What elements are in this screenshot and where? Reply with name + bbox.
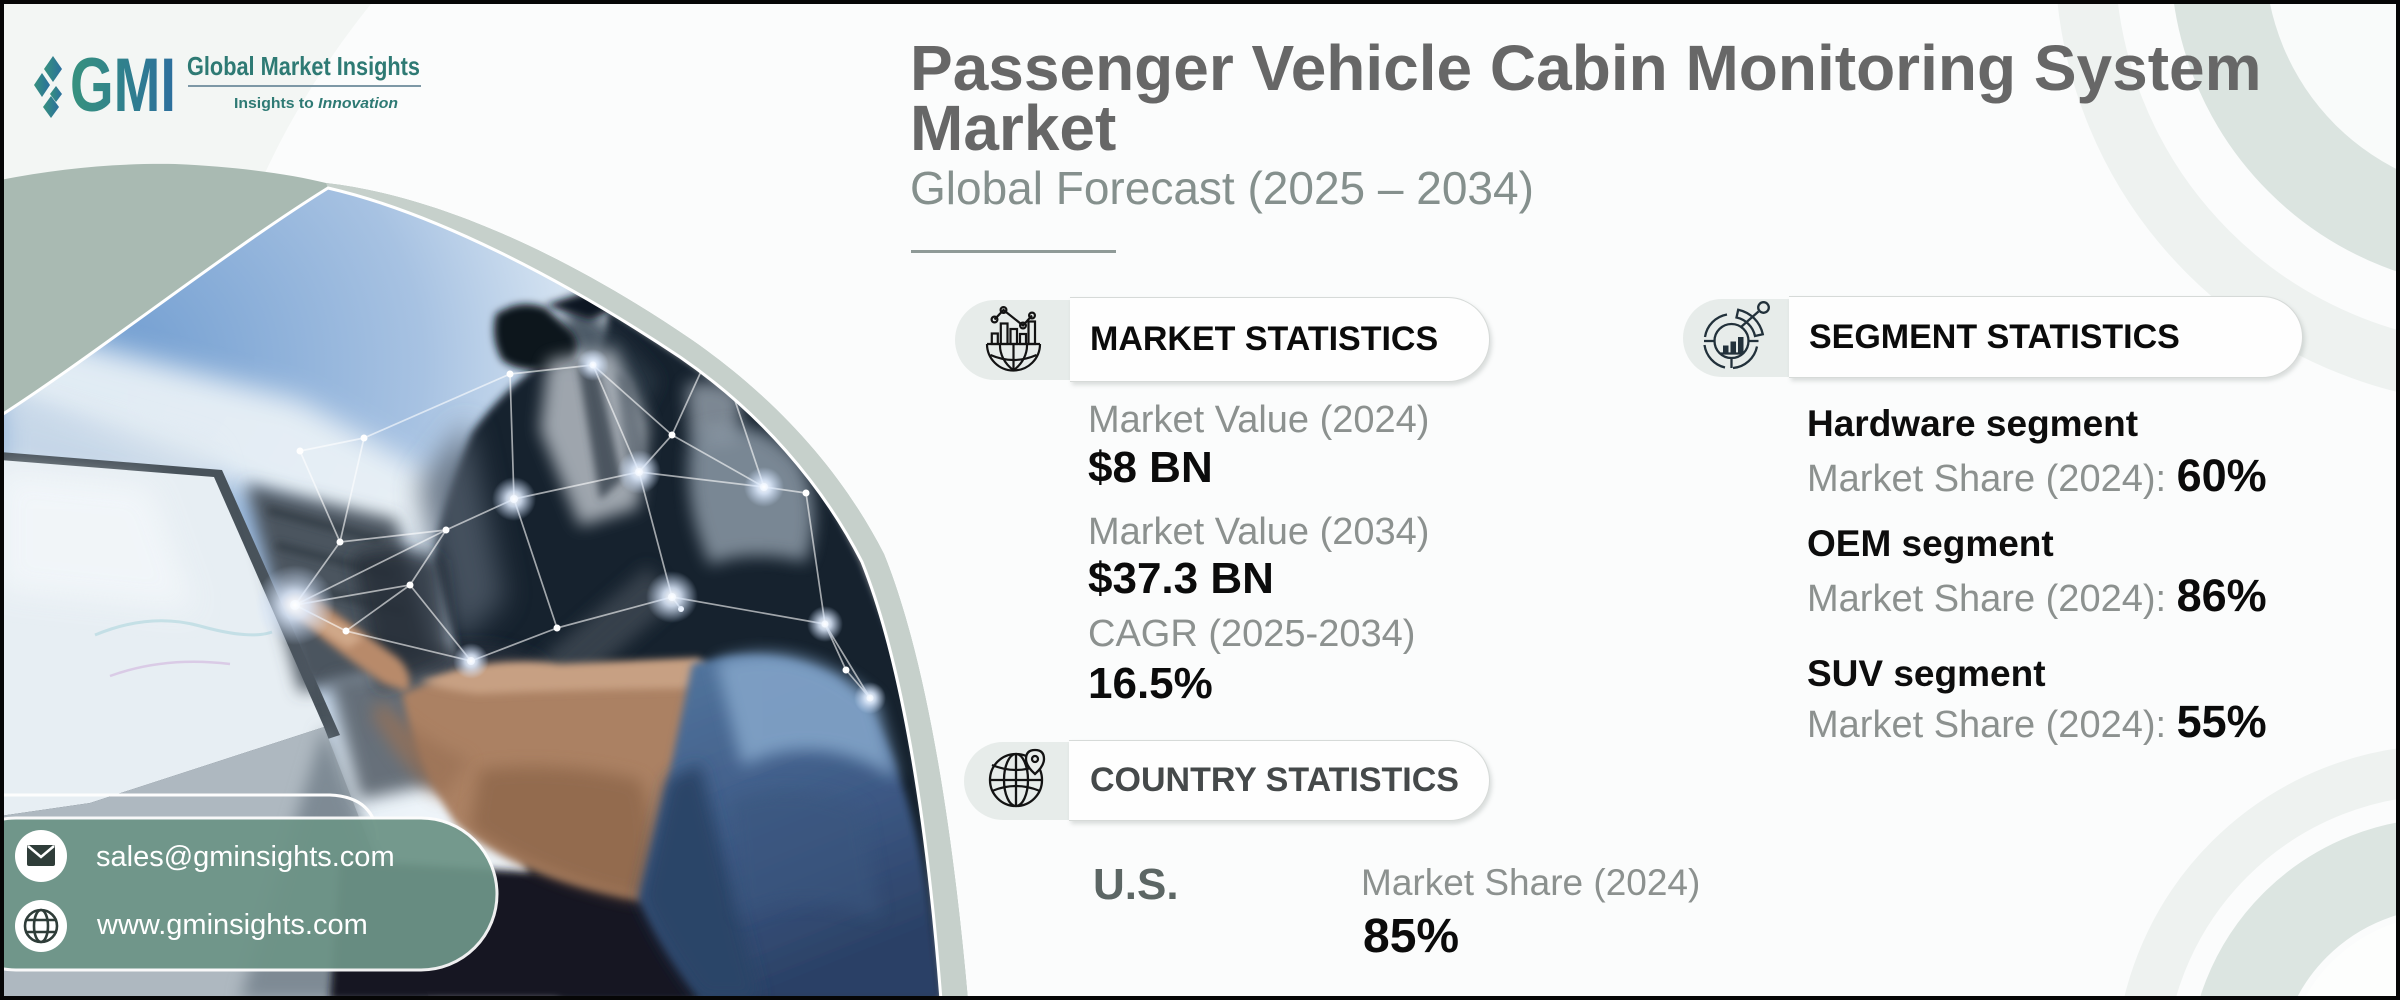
svg-text:Insights to Innovation: Insights to Innovation	[234, 95, 398, 112]
svg-text:www.gminsights.com: www.gminsights.com	[96, 909, 368, 941]
svg-text:sales@gminsights.com: sales@gminsights.com	[96, 841, 395, 873]
svg-text:Global Market Insights: Global Market Insights	[187, 51, 420, 81]
svg-text:GMI: GMI	[70, 48, 176, 128]
